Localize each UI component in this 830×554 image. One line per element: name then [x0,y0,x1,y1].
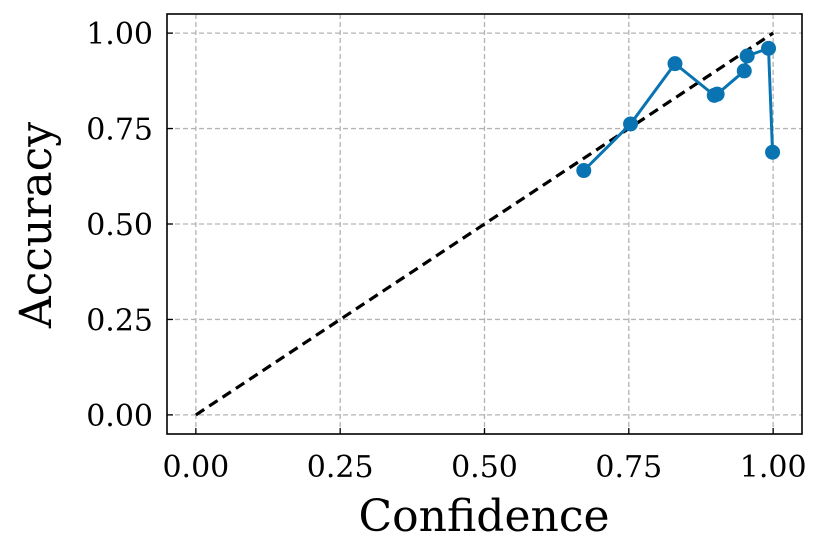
reference-diagonal-line [194,31,775,417]
data-point-4 [709,86,725,102]
data-point-6 [739,48,755,64]
data-point-7 [761,40,777,56]
grid-lines [167,14,802,434]
x-tick-label-0: 0.00 [162,450,229,485]
x-tick-label-1: 0.25 [307,450,374,485]
data-point-0 [576,163,592,179]
data-point-2 [667,56,683,72]
data-point-8 [765,144,781,160]
data-point-5 [736,63,752,79]
x-tick-label-2: 0.50 [451,450,518,485]
perfect-calibration-line [194,31,775,417]
y-axis: 0.00 0.25 0.50 0.75 1.00 [86,17,173,434]
data-point-1 [623,116,639,132]
x-tick-label-4: 1.00 [740,450,807,485]
y-axis-label: Accuracy [11,122,62,329]
y-tick-label-4: 1.00 [86,17,153,52]
x-axis: 0.00 0.25 0.50 0.75 1.00 [162,428,807,485]
y-tick-label-0: 0.00 [86,399,153,434]
y-tick-label-2: 0.50 [86,208,153,243]
x-axis-label: Confidence [358,491,609,542]
y-tick-label-3: 0.75 [86,113,153,148]
x-tick-label-3: 0.75 [595,450,662,485]
y-tick-label-1: 0.25 [86,303,153,338]
series-layer [576,40,781,179]
